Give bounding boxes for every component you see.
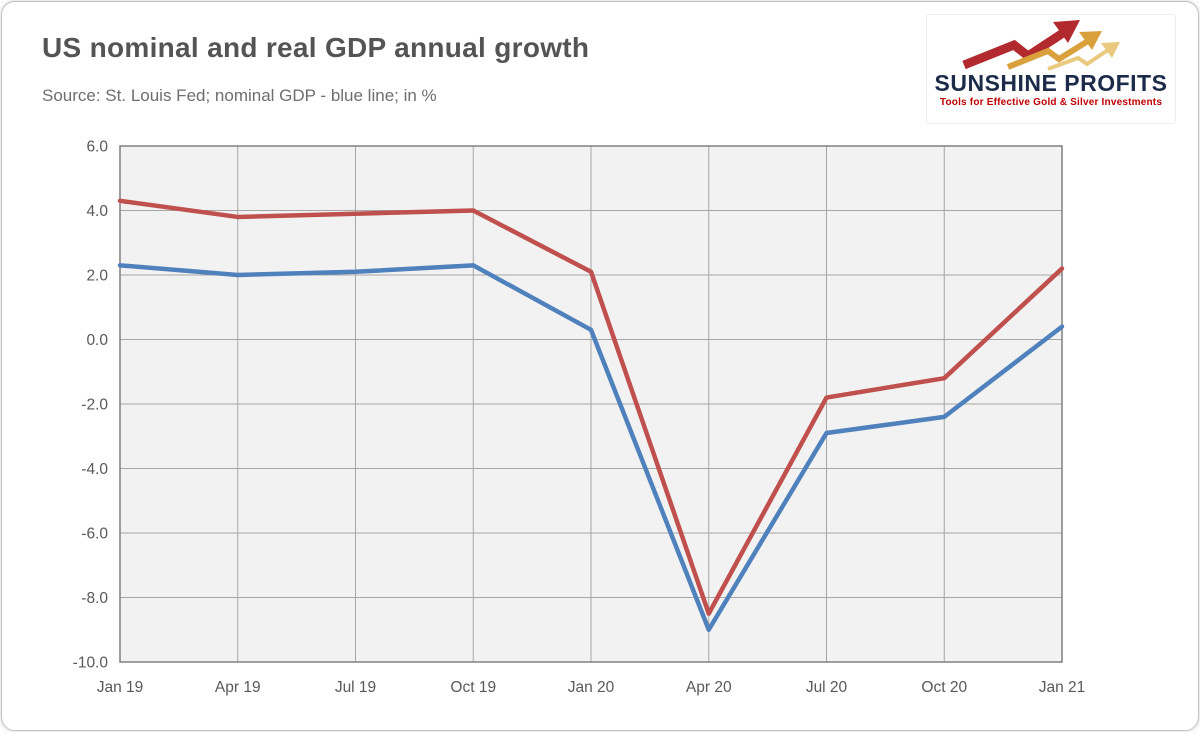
y-axis-tick-label: -10.0 [73, 655, 109, 672]
logo-name: SUNSHINE PROFITS [934, 70, 1168, 96]
logo-arrows-icon [962, 20, 1120, 71]
series-line-nominal-gdp-blue-line- [117, 263, 1065, 632]
y-axis-tick-label: -8.0 [81, 590, 108, 607]
y-axis-tick-label: -6.0 [81, 526, 108, 543]
gdp-growth-chart: -10.0 -8.0 -6.0 -4.0 -2.0 0.0 2.0 4.0 6.0 Jan 19 A… [30, 134, 1175, 714]
x-axis-tick-label: Jul 19 [335, 679, 376, 696]
y-axis-tick-label: 2.0 [86, 268, 108, 285]
y-axis-tick-label: 4.0 [86, 203, 108, 220]
chart-svg: -10.0 -8.0 -6.0 -4.0 -2.0 0.0 2.0 4.0 6.0 Jan 19 A… [73, 139, 1086, 697]
chart-title: US nominal and real GDP annual growth [42, 32, 590, 63]
y-axis-tick-label: -4.0 [81, 461, 108, 478]
x-axis-tick-label: Apr 19 [215, 679, 261, 696]
y-axis-tick-label: -2.0 [81, 397, 108, 414]
x-axis-tick-label: Jan 19 [97, 679, 144, 696]
x-axis-tick-label: Jan 21 [1039, 679, 1086, 696]
y-axis-tick-label: 6.0 [86, 139, 108, 156]
x-axis-tick-label: Jul 20 [806, 679, 848, 696]
x-axis-tick-label: Jan 20 [568, 679, 615, 696]
sunshine-profits-logo: SUNSHINE PROFITS Tools for Effective Gol… [926, 14, 1176, 124]
x-axis-tick-label: Apr 20 [686, 679, 732, 696]
plot-border [119, 145, 1063, 663]
series-line-real-gdp-red-line- [117, 198, 1065, 616]
y-axis-tick-label: 0.0 [86, 332, 108, 349]
x-axis-tick-label: Oct 19 [450, 679, 496, 696]
chart-subtitle: Source: St. Louis Fed; nominal GDP - blu… [42, 86, 437, 105]
x-axis-tick-label: Oct 20 [921, 679, 967, 696]
logo-tagline: Tools for Effective Gold & Silver Invest… [939, 97, 1163, 109]
